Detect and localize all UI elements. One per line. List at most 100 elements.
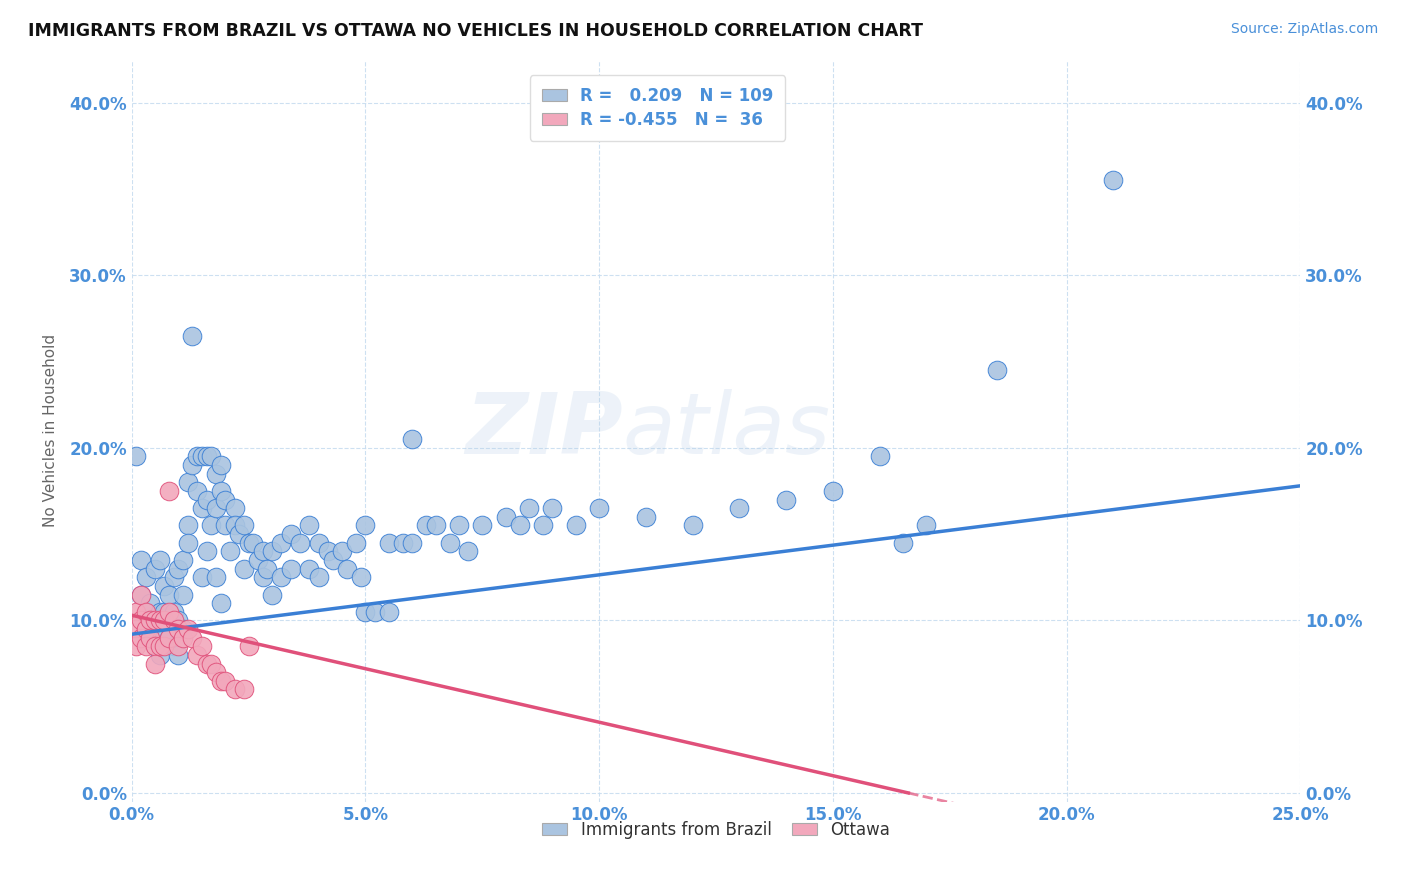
Point: [186, 648, 208, 662]
Point: [195, 450, 218, 464]
Point: [531, 518, 554, 533]
Point: [163, 640, 186, 654]
Point: [238, 640, 260, 654]
Point: [143, 640, 166, 654]
Point: [728, 501, 751, 516]
Point: [209, 596, 232, 610]
Point: [129, 587, 152, 601]
Point: [775, 492, 797, 507]
Point: [143, 614, 166, 628]
Point: [634, 509, 657, 524]
Point: [163, 614, 186, 628]
Point: [167, 614, 190, 628]
Text: atlas: atlas: [623, 389, 831, 472]
Point: [177, 518, 200, 533]
Point: [167, 640, 190, 654]
Point: [308, 535, 330, 549]
Point: [129, 614, 152, 628]
Point: [425, 518, 447, 533]
Point: [209, 673, 232, 688]
Point: [308, 570, 330, 584]
Point: [224, 501, 246, 516]
Point: [200, 450, 222, 464]
Point: [270, 535, 292, 549]
Point: [682, 518, 704, 533]
Point: [135, 640, 157, 654]
Point: [163, 605, 186, 619]
Point: [191, 570, 214, 584]
Point: [298, 518, 321, 533]
Point: [191, 450, 214, 464]
Point: [143, 640, 166, 654]
Point: [167, 622, 190, 636]
Point: [378, 605, 401, 619]
Point: [260, 544, 283, 558]
Point: [915, 518, 938, 533]
Point: [209, 483, 232, 498]
Point: [214, 492, 236, 507]
Point: [135, 570, 157, 584]
Point: [350, 570, 373, 584]
Point: [200, 657, 222, 671]
Point: [401, 432, 423, 446]
Point: [401, 535, 423, 549]
Point: [153, 614, 176, 628]
Point: [415, 518, 437, 533]
Point: [821, 483, 844, 498]
Point: [214, 673, 236, 688]
Point: [167, 561, 190, 575]
Point: [181, 631, 204, 645]
Point: [149, 605, 172, 619]
Point: [541, 501, 564, 516]
Point: [135, 622, 157, 636]
Point: [565, 518, 588, 533]
Point: [209, 458, 232, 472]
Point: [509, 518, 531, 533]
Point: [186, 483, 208, 498]
Point: [457, 544, 479, 558]
Point: [157, 587, 180, 601]
Point: [354, 518, 377, 533]
Point: [439, 535, 461, 549]
Point: [143, 561, 166, 575]
Point: [869, 450, 891, 464]
Point: [181, 328, 204, 343]
Point: [336, 561, 359, 575]
Point: [322, 553, 344, 567]
Point: [316, 544, 339, 558]
Point: [471, 518, 494, 533]
Point: [135, 605, 157, 619]
Point: [298, 561, 321, 575]
Point: [224, 518, 246, 533]
Point: [129, 587, 152, 601]
Point: [238, 535, 260, 549]
Point: [986, 363, 1008, 377]
Point: [246, 553, 269, 567]
Point: [139, 614, 162, 628]
Point: [205, 467, 228, 481]
Point: [495, 509, 517, 524]
Point: [378, 535, 401, 549]
Point: [242, 535, 264, 549]
Point: [280, 527, 302, 541]
Point: [143, 657, 166, 671]
Point: [125, 605, 148, 619]
Point: [172, 631, 194, 645]
Point: [125, 450, 148, 464]
Point: [252, 544, 274, 558]
Point: [205, 570, 228, 584]
Point: [153, 605, 176, 619]
Point: [330, 544, 353, 558]
Point: [191, 501, 214, 516]
Point: [288, 535, 311, 549]
Legend: Immigrants from Brazil, Ottawa: Immigrants from Brazil, Ottawa: [536, 814, 897, 846]
Point: [364, 605, 387, 619]
Text: IMMIGRANTS FROM BRAZIL VS OTTAWA NO VEHICLES IN HOUSEHOLD CORRELATION CHART: IMMIGRANTS FROM BRAZIL VS OTTAWA NO VEHI…: [28, 22, 924, 40]
Point: [219, 544, 242, 558]
Point: [588, 501, 610, 516]
Point: [205, 501, 228, 516]
Point: [129, 553, 152, 567]
Point: [177, 535, 200, 549]
Text: ZIP: ZIP: [465, 389, 623, 472]
Point: [177, 475, 200, 490]
